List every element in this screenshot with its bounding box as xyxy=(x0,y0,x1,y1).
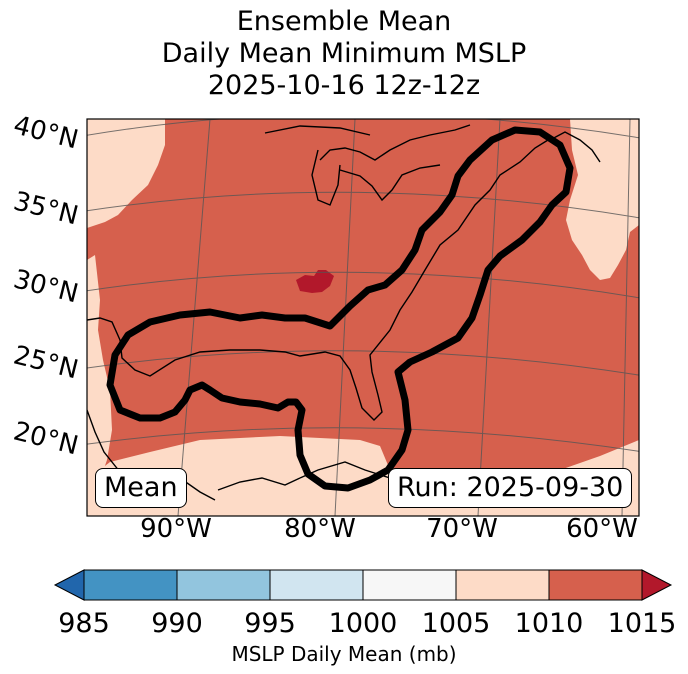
field-above-1015 xyxy=(296,270,334,293)
lon-label-90: 90°W xyxy=(140,514,212,544)
colorbar-bin-990-995 xyxy=(176,569,271,601)
run-box: Run: 2025-09-30 xyxy=(388,468,633,508)
colorbar-tick: 985 xyxy=(58,608,110,639)
field-1005-1010-northwest xyxy=(87,119,165,228)
lon-label-70: 70°W xyxy=(426,514,498,544)
title-line-2: Daily Mean Minimum MSLP xyxy=(161,38,527,69)
colorbar-tick: 1010 xyxy=(514,608,584,639)
map-frame xyxy=(86,118,640,517)
stat-box: Mean xyxy=(95,468,187,508)
colorbar-bin-985-990 xyxy=(83,569,178,601)
lon-label-80: 80°W xyxy=(284,514,356,544)
colorbar-bin-1000-1005 xyxy=(362,569,457,601)
colorbar-tick: 995 xyxy=(244,608,296,639)
colorbar-bin-1010-1015 xyxy=(548,569,643,601)
contour-outline xyxy=(106,126,574,492)
field-1005-1010-west xyxy=(87,255,112,490)
colorbar-tick: 990 xyxy=(151,608,203,639)
colorbar-bin-995-1000 xyxy=(269,569,364,601)
title-line-3: 2025-10-16 12z-12z xyxy=(207,70,481,101)
title-line-1: Ensemble Mean xyxy=(236,6,452,37)
graticule xyxy=(87,119,639,516)
colorbar-tick: 1005 xyxy=(421,608,491,639)
colorbar-tick: 1015 xyxy=(607,608,677,639)
field-1005-1010-east xyxy=(566,119,639,280)
colorbar xyxy=(53,569,673,601)
lon-label-60: 60°W xyxy=(566,514,638,544)
colorbar-tick: 1000 xyxy=(328,608,398,639)
colorbar-bin-1005-1010 xyxy=(455,569,550,601)
colorbar-label: MSLP Daily Mean (mb) xyxy=(231,642,457,666)
colorbar-extend-low xyxy=(53,569,85,601)
colorbar-extend-high xyxy=(641,569,673,601)
